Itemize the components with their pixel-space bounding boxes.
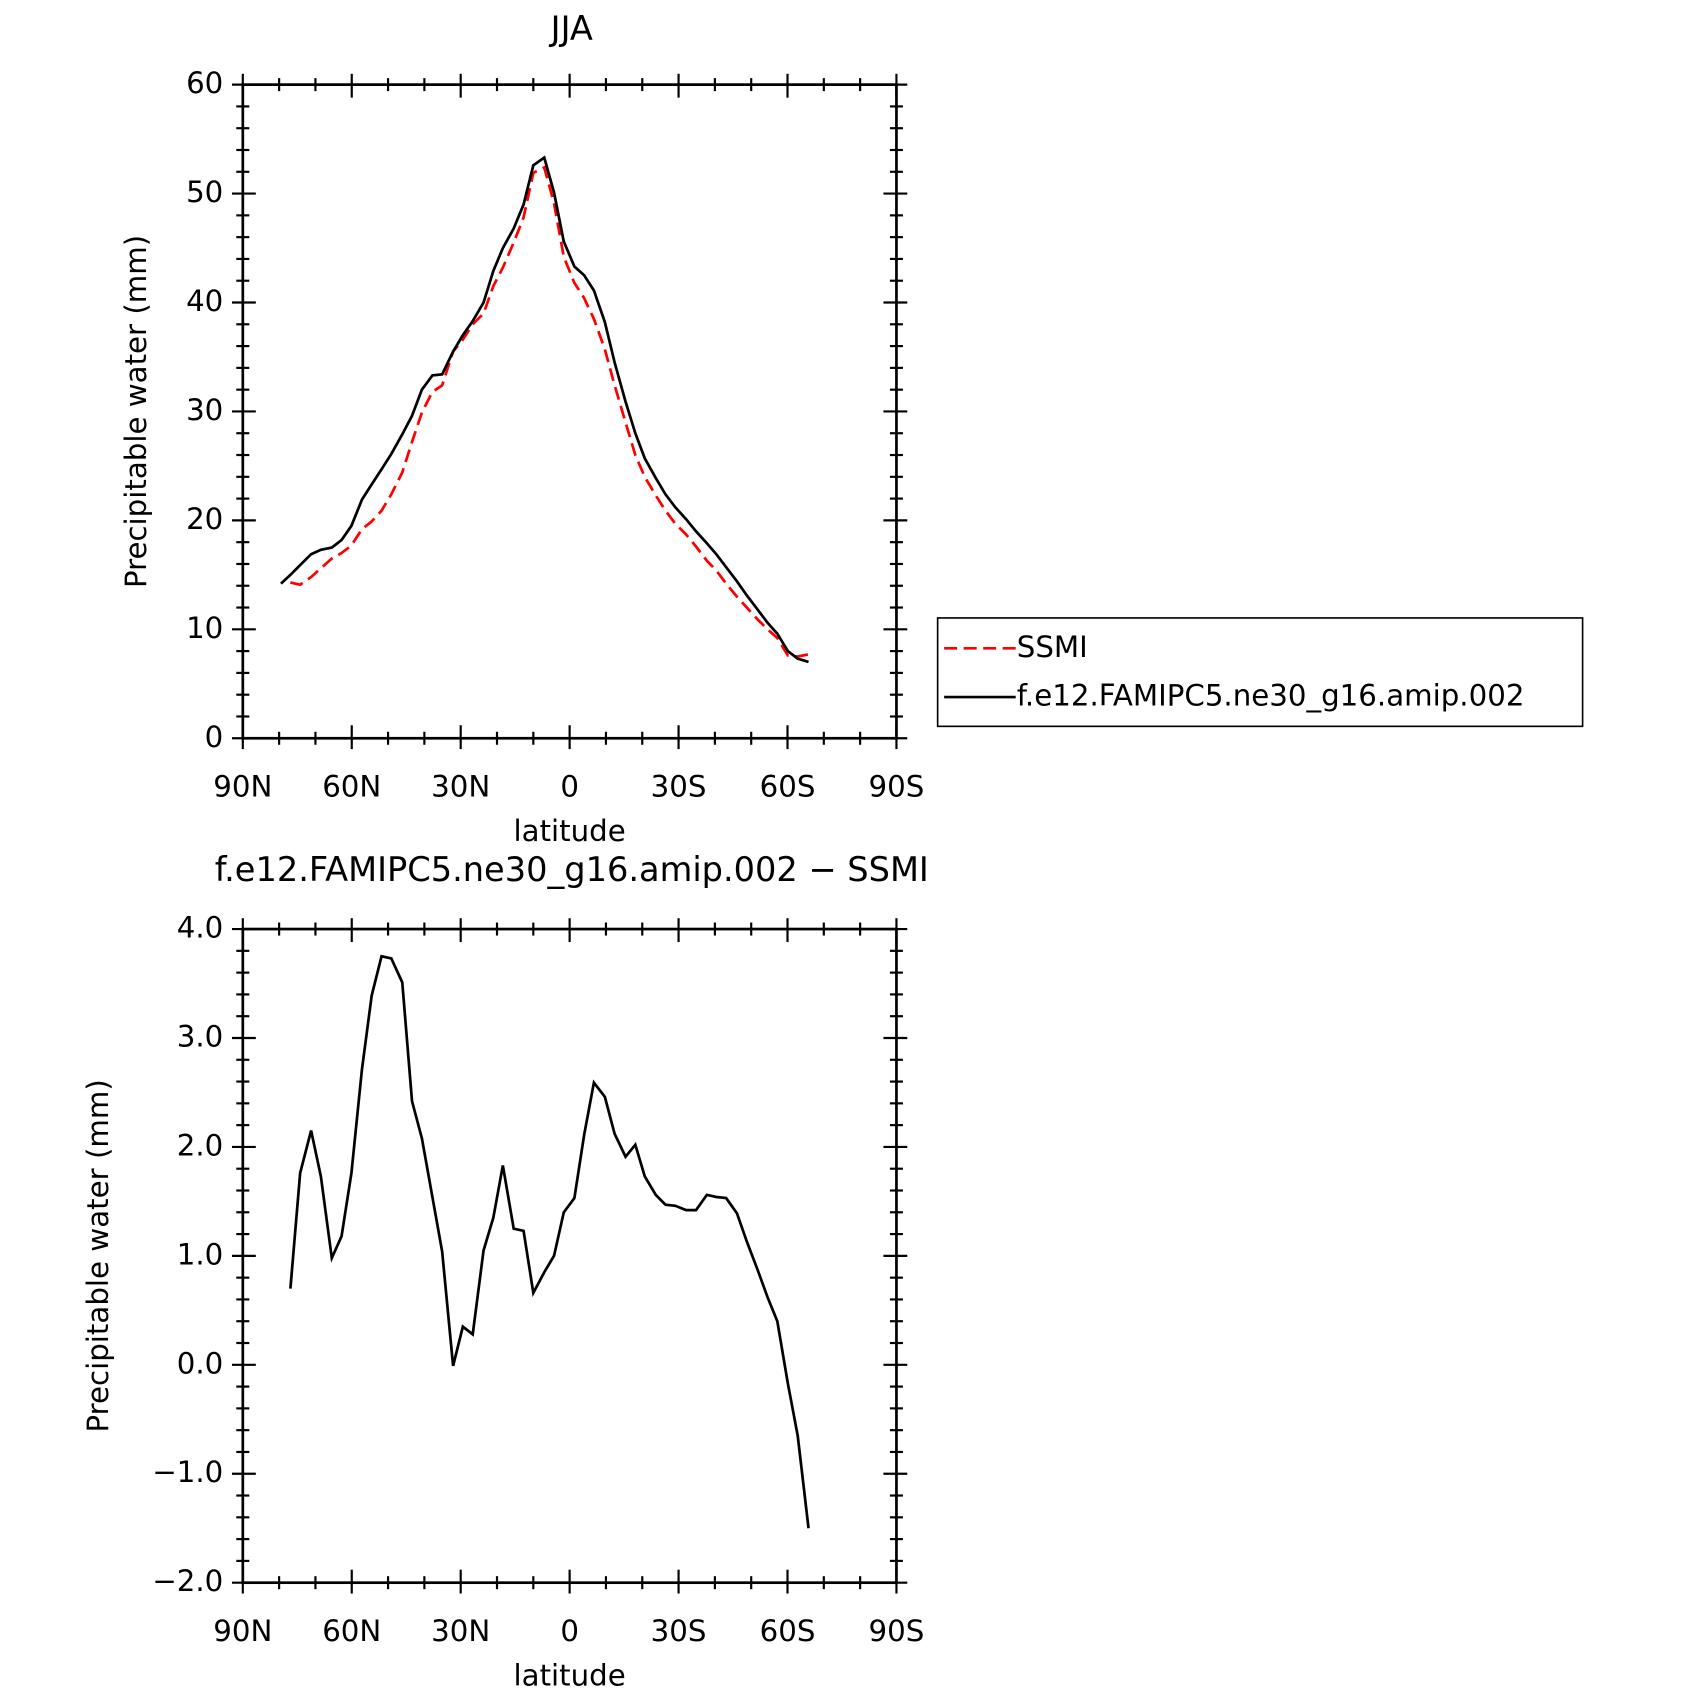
legend-label: f.e12.FAMIPC5.ne30_g16.amip.002 — [1017, 679, 1525, 713]
y-tick-label: −1.0 — [152, 1455, 223, 1489]
series-line — [290, 165, 809, 658]
y-tick-label: 30 — [186, 393, 223, 427]
legend-box — [936, 617, 1584, 728]
y-tick-label: 2.0 — [177, 1128, 224, 1162]
x-tick-label: 0 — [560, 1614, 579, 1648]
series-line — [289, 954, 810, 1529]
x-tick-label: 0 — [560, 770, 579, 804]
x-tick-label: 60N — [322, 770, 381, 804]
y-tick-label: 50 — [186, 175, 223, 209]
x-tick-label: 30N — [431, 1614, 490, 1648]
x-tick-label: 30N — [431, 770, 490, 804]
x-axis-label: latitude — [514, 1658, 626, 1692]
y-axis-label: Precipitable water (mm) — [119, 235, 153, 588]
chart-title: JJA — [549, 9, 593, 48]
y-tick-label: 10 — [186, 611, 223, 645]
y-tick-label: 0 — [205, 720, 224, 754]
x-tick-label: 90S — [869, 1614, 925, 1648]
chart-title: f.e12.FAMIPC5.ne30_g16.amip.002 − SSMI — [215, 850, 929, 889]
x-tick-label: 90N — [213, 1614, 272, 1648]
plot-frame — [241, 83, 898, 740]
x-tick-label: 60S — [760, 770, 816, 804]
x-tick-label: 90S — [869, 770, 925, 804]
y-tick-label: 20 — [186, 502, 223, 536]
y-axis-label: Precipitable water (mm) — [81, 1079, 115, 1432]
x-tick-label: 60S — [760, 1614, 816, 1648]
x-tick-label: 30S — [651, 1614, 707, 1648]
legend: SSMI f.e12.FAMIPC5.ne30_g16.amip.002 — [936, 617, 1584, 728]
y-tick-label: 4.0 — [177, 911, 224, 945]
plot-frame — [241, 927, 898, 1585]
y-tick-label: 3.0 — [177, 1019, 224, 1053]
x-tick-label: 90N — [213, 770, 272, 804]
y-tick-label: 0.0 — [177, 1346, 224, 1380]
legend-label: SSMI — [1017, 630, 1088, 664]
x-tick-label: 60N — [322, 1614, 381, 1648]
series-line — [280, 155, 809, 664]
y-tick-label: 1.0 — [177, 1237, 224, 1271]
y-tick-label: 60 — [186, 66, 223, 100]
x-axis-label: latitude — [514, 814, 626, 848]
y-tick-label: −2.0 — [152, 1564, 223, 1598]
y-tick-label: 40 — [186, 284, 223, 318]
x-tick-label: 30S — [651, 770, 707, 804]
